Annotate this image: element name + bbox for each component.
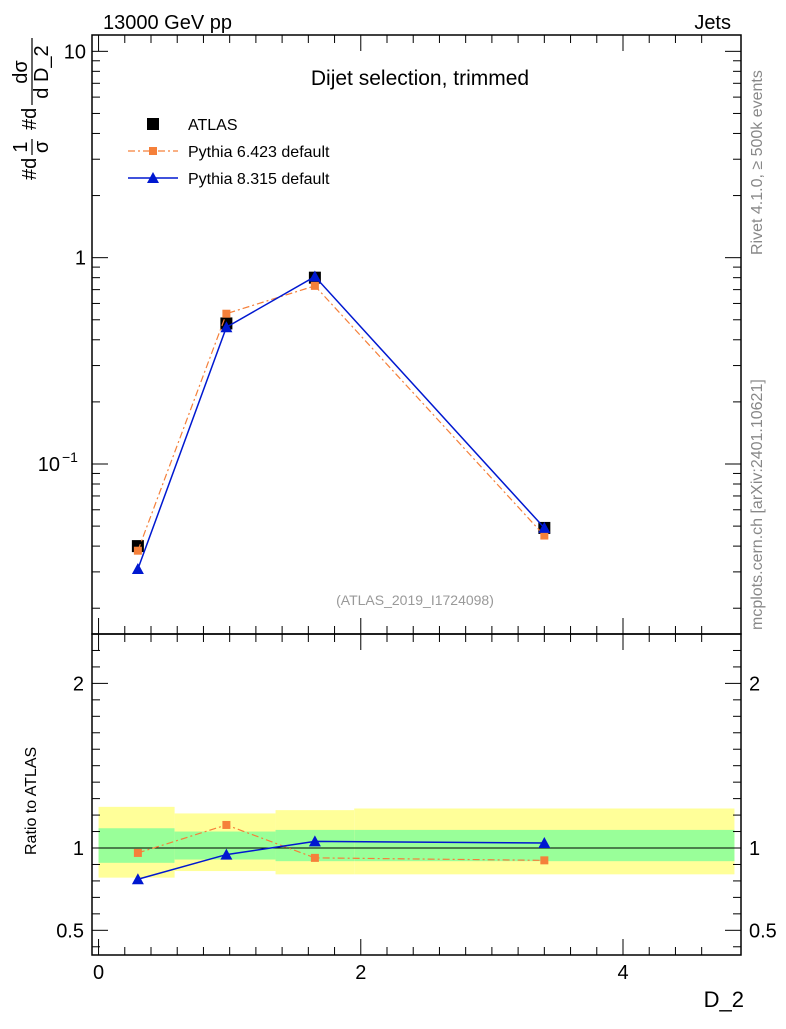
ratio-series-pythia-8-315-default <box>131 835 551 885</box>
data-point-pythia8 <box>308 270 321 282</box>
ratio-y-tick-label-left: 0.5 <box>56 920 84 942</box>
series-line <box>137 275 545 570</box>
data-point-atlas <box>147 118 159 130</box>
ratio-series-line <box>137 824 545 861</box>
data-point-pythia8 <box>131 562 144 574</box>
x-tick-label: 2 <box>355 962 366 984</box>
data-point-pythia8 <box>308 835 321 847</box>
data-point-pythia6 <box>133 546 142 555</box>
ratio-y-tick-label-left: 2 <box>73 673 84 695</box>
plot-title: Dijet selection, trimmed <box>311 67 529 90</box>
data-point-pythia6 <box>222 309 231 318</box>
data-point-pythia6 <box>149 147 157 155</box>
data-point-pythia8 <box>220 321 233 333</box>
ratio-y-tick-label-right: 0.5 <box>749 920 777 942</box>
y-tick-label: 10 <box>64 41 86 63</box>
legend-entry: ATLAS <box>147 117 238 134</box>
data-point-pythia6 <box>540 856 549 865</box>
ylabel-frac2-num: dσ <box>10 60 32 84</box>
ratio-panel: 2 2 1 1 0.5 0.5 0 2 4 <box>56 633 777 984</box>
legend-label: Pythia 8.315 default <box>188 171 330 188</box>
series-pythia-8-315-default <box>131 270 551 574</box>
rivet-version-label: Rivet 4.1.0, ≥ 500k events <box>749 70 766 255</box>
ratio-y-tick-label-right: 2 <box>749 673 760 695</box>
header-energy: 13000 GeV pp <box>103 12 232 34</box>
data-point-pythia8 <box>131 873 144 885</box>
header-category: Jets <box>694 12 731 34</box>
data-point-pythia6 <box>133 848 142 857</box>
data-point-pythia6 <box>310 853 319 862</box>
ylabel-hash-2: #d <box>19 108 41 130</box>
y-tick-label-exponent: −1 <box>62 449 78 465</box>
series-pythia-6-423-default <box>133 281 549 555</box>
data-point-pythia6 <box>310 281 319 290</box>
series-line <box>137 285 545 551</box>
legend: ATLAS Pythia 6.423 default Pythia 8.315 de… <box>128 117 330 188</box>
x-tick-label: 4 <box>617 962 628 984</box>
ylabel-frac1-num: 1 <box>10 141 32 152</box>
mcplots-label: mcplots.cern.ch [arXiv:2401.10621] <box>749 379 766 630</box>
ratio-y-axis-label: Ratio to ATLAS <box>23 747 40 855</box>
ylabel-frac1-den: σ <box>31 140 53 153</box>
ratio-y-tick-label-right: 1 <box>749 838 760 860</box>
legend-entry: Pythia 6.423 default <box>128 144 330 161</box>
analysis-tag: (ATLAS_2019_I1724098) <box>336 592 494 608</box>
ylabel-hash-1: #d <box>19 158 41 180</box>
data-point-pythia8 <box>538 837 551 849</box>
y-tick-label: 10 <box>38 454 60 476</box>
x-axis-label: D_2 <box>704 987 744 1012</box>
ratio-y-tick-label-left: 1 <box>73 838 84 860</box>
data-point-pythia8 <box>538 521 551 533</box>
ratio-series-pythia-6-423-default <box>133 820 549 865</box>
legend-entry: Pythia 8.315 default <box>128 171 330 188</box>
x-tick-label: 0 <box>93 962 104 984</box>
ratio-series-line <box>137 840 545 880</box>
data-point-pythia6 <box>540 531 549 540</box>
ratio-panel-frame <box>91 633 742 956</box>
data-point-pythia8 <box>147 172 159 183</box>
legend-label: ATLAS <box>188 117 238 134</box>
data-point-pythia6 <box>222 820 231 829</box>
ylabel-frac2-den: d D_2 <box>31 45 53 98</box>
legend-label: Pythia 6.423 default <box>188 144 330 161</box>
data-point-pythia8 <box>220 848 233 860</box>
y-tick-label: 1 <box>75 248 86 270</box>
main-y-axis-label: #d 1 σ #d dσ d D_2 <box>10 38 53 180</box>
